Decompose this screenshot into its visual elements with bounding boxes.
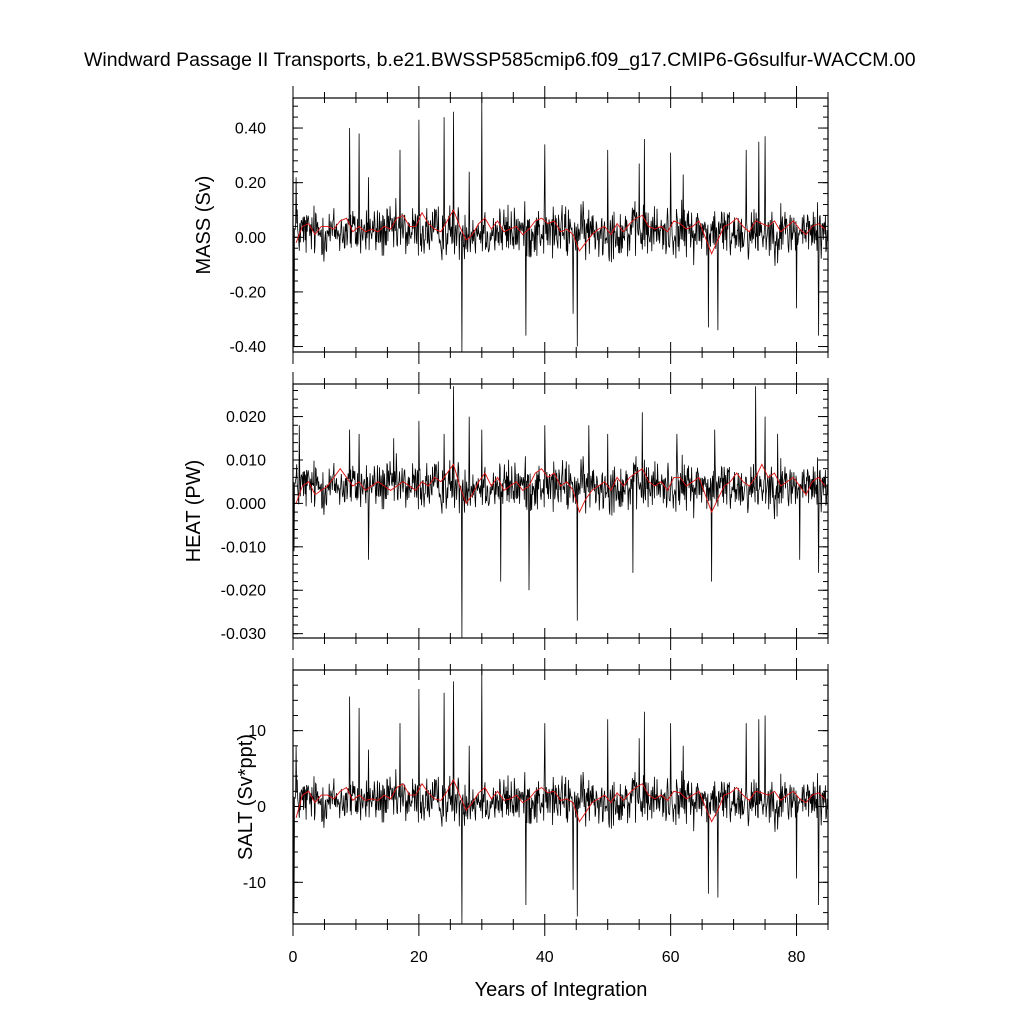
ytick-label: 10 (248, 723, 266, 740)
ytick-label: -0.40 (230, 339, 267, 356)
heat-annual-mean-series (295, 463, 826, 514)
salt-ylabel: SALT (Sv*ppt) (235, 734, 257, 860)
chart-title: Windward Passage II Transports, b.e21.BW… (84, 49, 916, 71)
heat-monthly-series (292, 386, 828, 639)
ytick-label: -10 (243, 875, 266, 892)
ytick-label: 0.20 (235, 175, 266, 192)
heat-frame (292, 383, 829, 639)
salt-ticks: -10 0 10 0 20 40 60 80 (243, 658, 829, 966)
heat-ticks: -0.030 -0.020 -0.010 0.000 0.010 0.020 (221, 372, 829, 650)
mass-monthly-series (292, 97, 828, 353)
ytick-label: 0.010 (226, 452, 266, 469)
heat-ylabel: HEAT (PW) (183, 460, 205, 563)
ytick-label: 0.00 (235, 230, 266, 247)
salt-plot (292, 669, 828, 925)
ytick-label: -0.20 (230, 284, 267, 301)
ytick-label: 0 (257, 799, 266, 816)
mass-ylabel: MASS (Sv) (193, 176, 215, 275)
ytick-label: -0.020 (221, 583, 266, 600)
salt-monthly-series (292, 669, 828, 925)
mass-frame (292, 97, 829, 353)
ytick-label: -0.010 (221, 539, 266, 556)
salt-frame (292, 669, 829, 925)
xtick-label: 0 (289, 949, 298, 966)
ytick-label: -0.030 (221, 626, 266, 643)
xtick-label: 40 (536, 949, 554, 966)
ytick-label: 0.40 (235, 121, 266, 138)
mass-plot (292, 97, 828, 353)
salt-annual-mean-series (295, 778, 826, 823)
mass-annual-mean-series (295, 208, 826, 255)
mass-ticks: -0.40 -0.20 0.00 0.20 0.40 (230, 86, 829, 364)
ytick-label: 0.020 (226, 409, 266, 426)
xtick-label: 20 (410, 949, 428, 966)
heat-plot (292, 386, 828, 639)
x-axis-label: Years of Integration (475, 979, 648, 1001)
panel-salt: -10 0 10 0 20 40 60 80 SALT (Sv*ppt) (235, 658, 829, 966)
ytick-label: 0.000 (226, 496, 266, 513)
panel-heat: -0.030 -0.020 -0.010 0.000 0.010 0.020 HEAT (… (183, 372, 829, 650)
xtick-label: 60 (662, 949, 680, 966)
panel-mass: -0.40 -0.20 0.00 0.20 0.40 MASS (Sv) (193, 86, 829, 364)
xtick-label: 80 (788, 949, 806, 966)
